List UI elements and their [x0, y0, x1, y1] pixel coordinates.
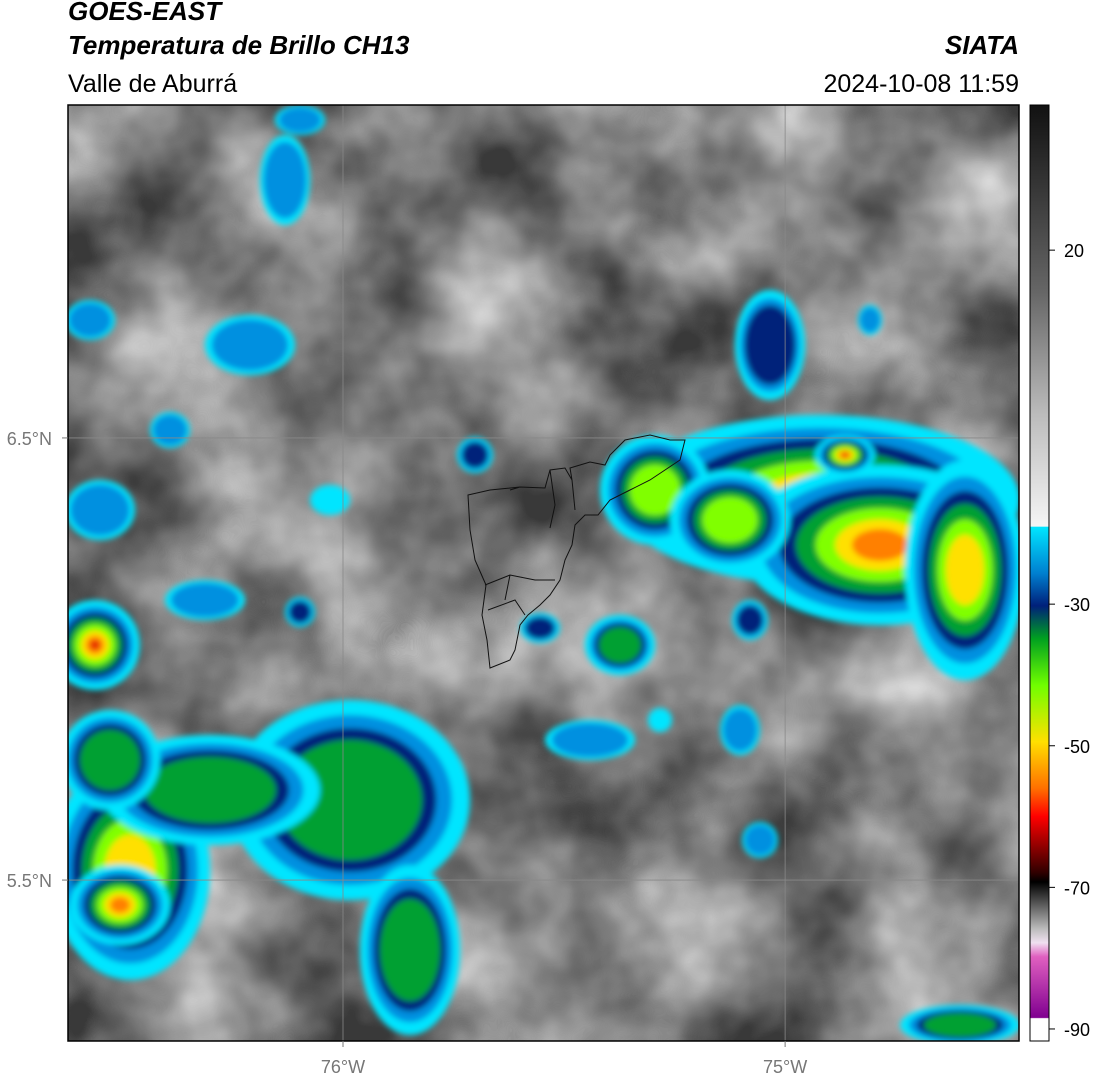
cloud-blob: [744, 305, 796, 385]
cloud-blob: [90, 640, 100, 650]
cloud-blob: [278, 740, 422, 860]
cloud-blob: [737, 605, 763, 635]
cloud-blob: [648, 708, 672, 732]
cloud-blob: [945, 534, 985, 606]
colorbar: [1029, 104, 1050, 1042]
source: SIATA: [945, 30, 1019, 60]
cloud-blob: [842, 453, 848, 457]
cloud-blob: [599, 627, 641, 663]
cloud-blob: [744, 824, 776, 856]
cloud-blob: [110, 897, 130, 913]
title: GOES-EAST: [68, 0, 223, 26]
cloud-blob: [144, 757, 276, 823]
lat-tick-label: 5.5°N: [7, 871, 52, 891]
lon-tick-label: 75°W: [763, 1057, 807, 1077]
region: Valle de Aburrá: [68, 70, 237, 98]
map-area: [68, 105, 1019, 1041]
cloud-blob: [278, 107, 322, 133]
cold-clouds: [68, 105, 1019, 1041]
cloud-blob: [310, 485, 350, 515]
cloud-blob: [263, 141, 307, 219]
cloud-blob: [289, 601, 311, 623]
lat-tick-label: 6.5°N: [7, 429, 52, 449]
cloud-blob: [859, 307, 881, 333]
cloud-blob: [852, 529, 908, 561]
colorbar-tick-label: -30: [1064, 595, 1090, 615]
map-frame: [67, 104, 1020, 1042]
colorbar-tick-label: 20: [1064, 241, 1084, 261]
cloud-blob: [380, 899, 440, 1001]
cloud-blob: [462, 442, 488, 468]
cloud-blob: [171, 583, 239, 617]
valle-boundary: [467, 434, 686, 669]
cloud-blob: [702, 497, 758, 543]
cloud-blob: [924, 1013, 996, 1037]
cloud-blob: [80, 730, 140, 790]
cloud-blob: [629, 464, 681, 516]
cloud-blob: [68, 303, 112, 337]
colorbar-tick-label: -50: [1064, 737, 1090, 757]
timestamp: 2024-10-08 11:59: [823, 70, 1019, 98]
cloud-blob: [70, 484, 130, 536]
subtitle: Temperatura de Brillo CH13: [68, 30, 410, 60]
colorbar-tick-label: -70: [1064, 878, 1090, 898]
colorbar-tick-label: -90: [1064, 1020, 1090, 1040]
graticule: [68, 105, 1019, 1041]
cloud-blob: [551, 723, 629, 757]
cloud-blob: [723, 708, 757, 752]
lon-tick-label: 76°W: [321, 1057, 365, 1077]
cloud-blob: [525, 617, 555, 639]
cloud-blob: [153, 414, 187, 446]
cloud-blob: [211, 319, 289, 371]
